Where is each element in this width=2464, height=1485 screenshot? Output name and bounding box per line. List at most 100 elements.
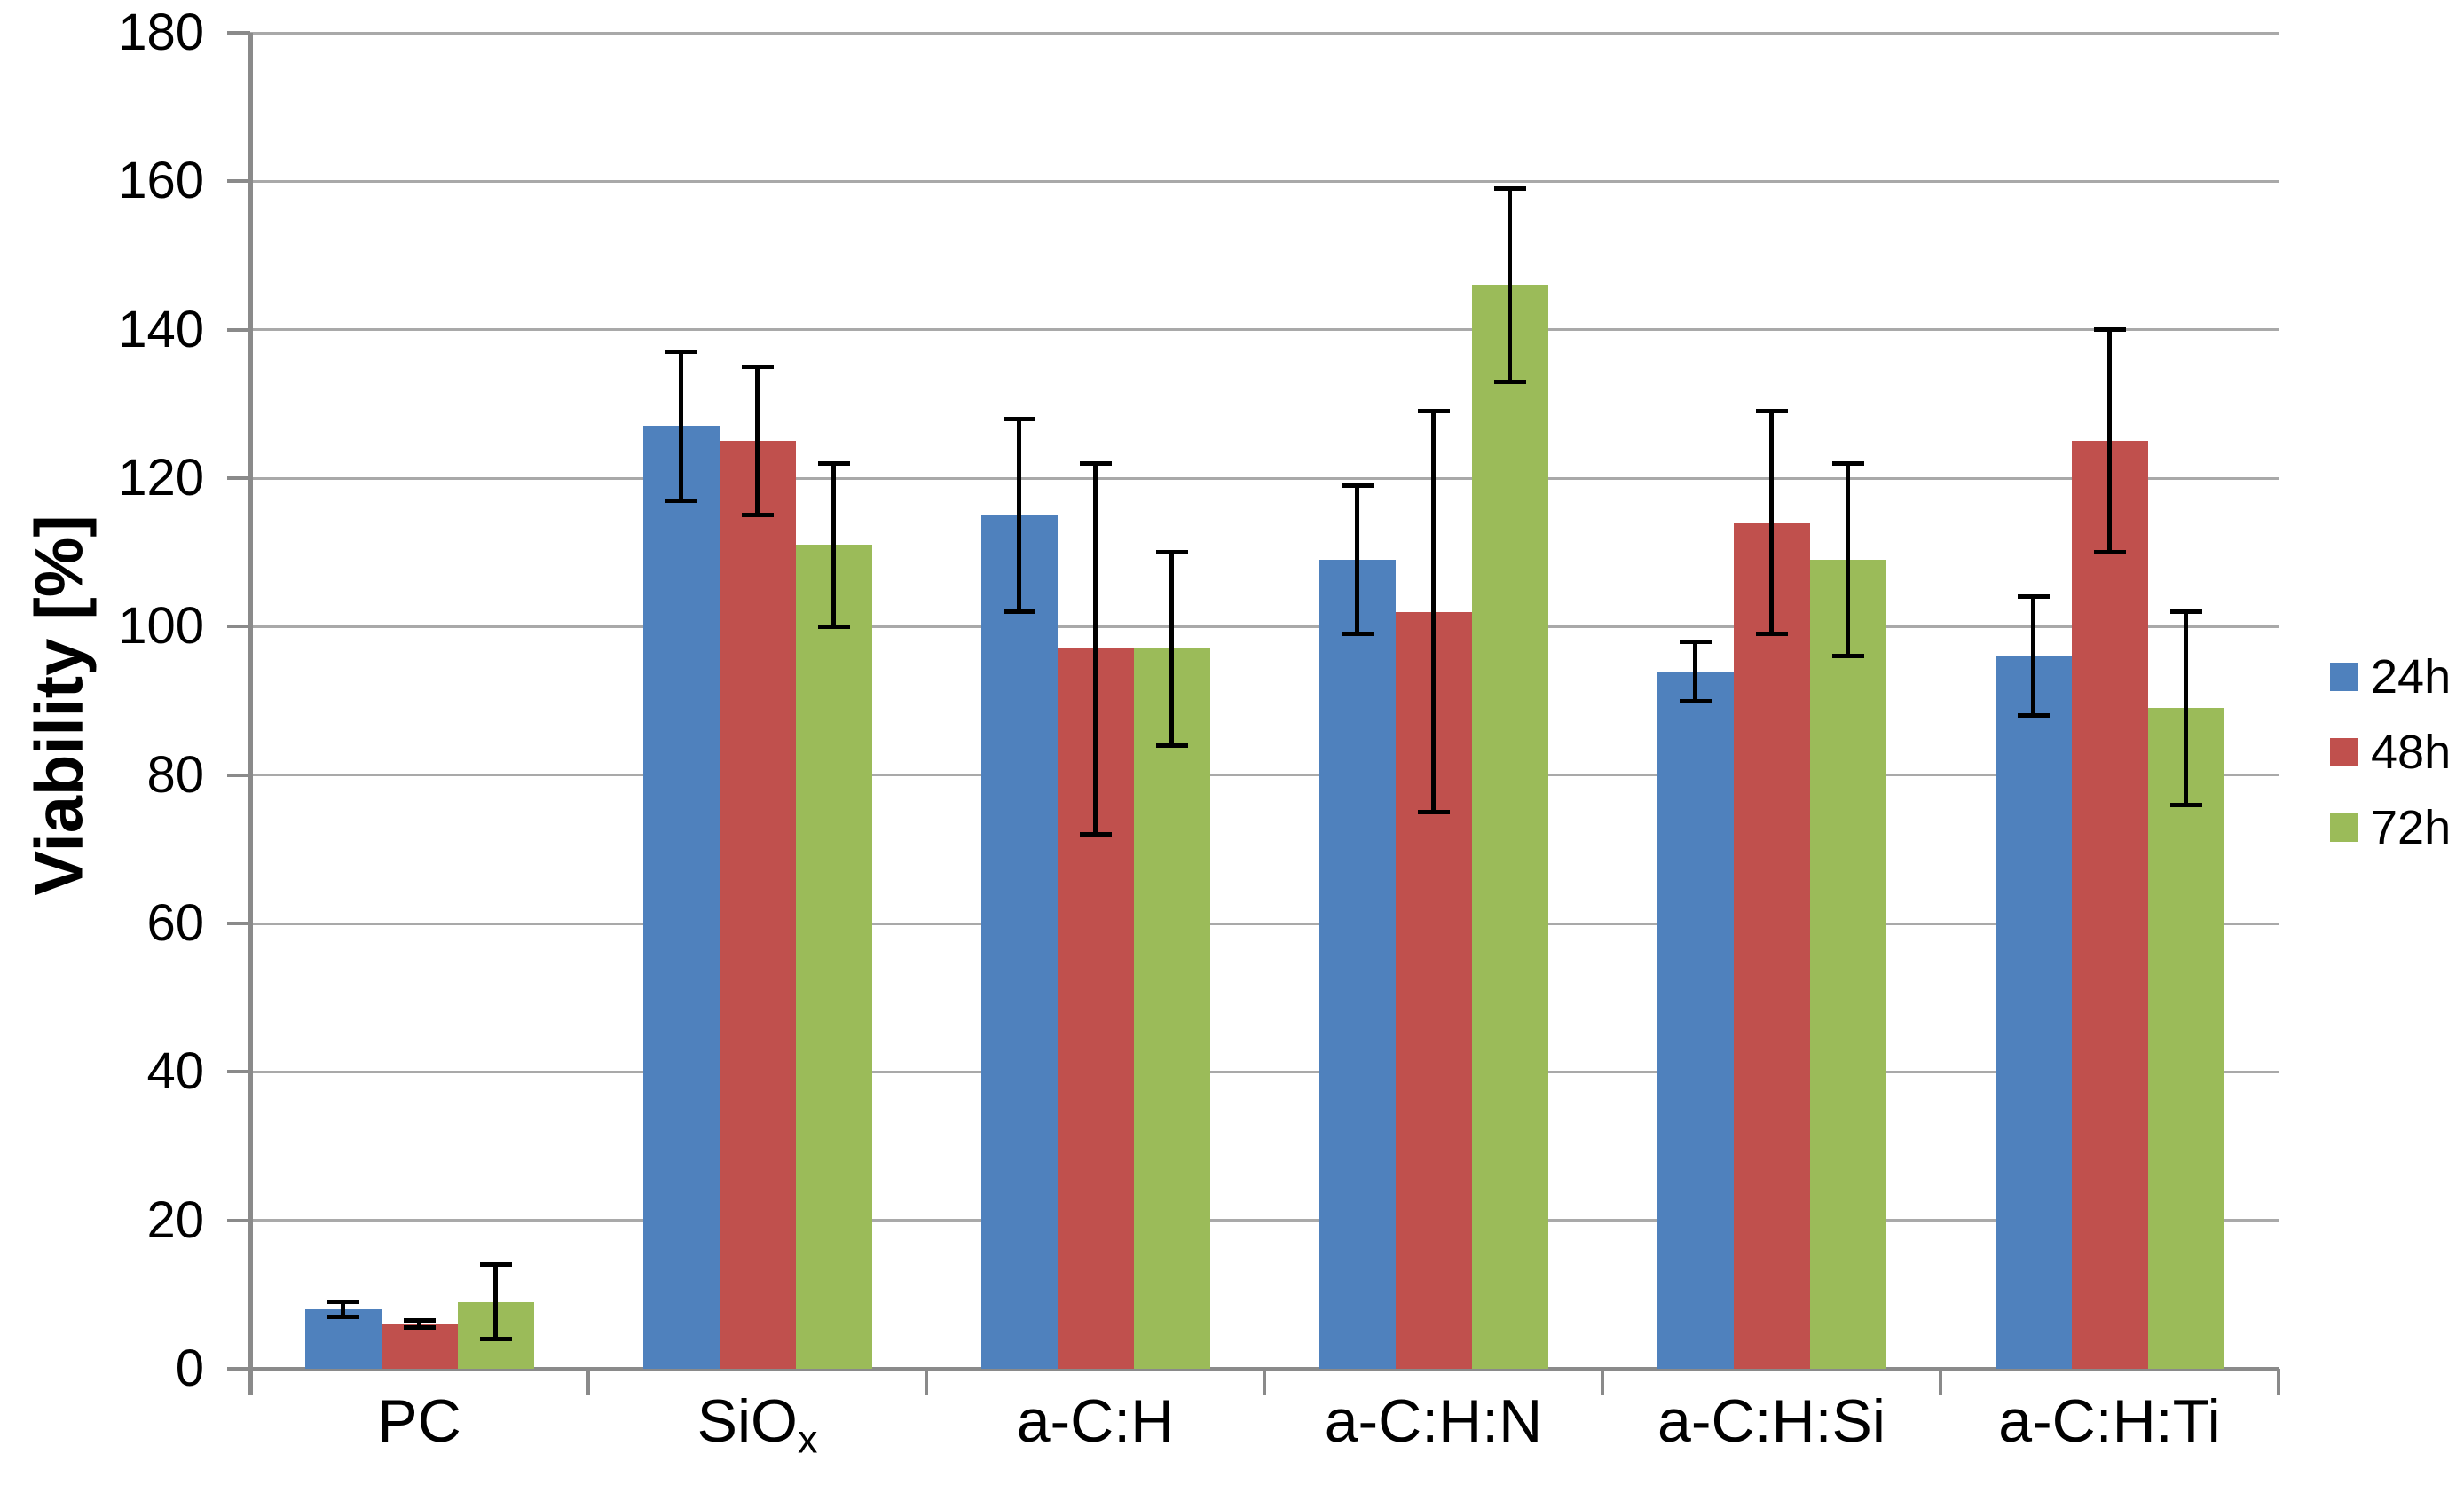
error-bar-cap (1493, 186, 1526, 192)
error-bar-cap (1831, 460, 1864, 466)
bar-72h-a-C:H (1133, 648, 1210, 1369)
x-axis-label-a-C:H:N: a-C:H:N (1324, 1387, 1543, 1455)
legend-label-48h: 48h (2371, 726, 2452, 779)
x-axis-tick (1939, 1369, 1942, 1395)
error-bar-cap (403, 1318, 436, 1324)
error-bar-cap (741, 513, 774, 518)
error-bar-cap (1341, 632, 1374, 637)
x-axis-tick (1263, 1369, 1266, 1395)
bar-48h-SiOx (719, 441, 796, 1369)
error-bar-72h-a-C:H (1169, 552, 1174, 746)
error-bar-48h-SiOx (755, 366, 760, 515)
x-axis-label-a-C:H: a-C:H (1016, 1387, 1175, 1455)
error-bar-24h-SiOx (679, 351, 683, 501)
y-axis-tick-label: 140 (118, 300, 204, 358)
legend-swatch-72h (2330, 813, 2358, 842)
y-axis-tick-label: 60 (146, 894, 204, 952)
x-axis-label-a-C:H:Si: a-C:H:Si (1657, 1387, 1885, 1455)
legend-swatch-48h (2330, 738, 2358, 766)
error-bar-72h-a-C:H:Si (1846, 463, 1850, 656)
error-bar-cap (479, 1262, 512, 1268)
error-bar-cap (479, 1337, 512, 1342)
bar-24h-SiOx (642, 426, 720, 1369)
error-bar-48h-a-C:H:Ti (2107, 329, 2112, 553)
error-bar-cap (817, 624, 850, 629)
x-axis-tick (586, 1369, 590, 1395)
error-bar-cap (403, 1325, 436, 1331)
error-bar-72h-a-C:H:N (1508, 188, 1512, 382)
error-bar-24h-PC (341, 1301, 345, 1317)
bar-72h-SiOx (795, 545, 872, 1369)
error-bar-cap (1493, 379, 1526, 384)
error-bar-cap (665, 498, 697, 503)
x-axis-label-SiOx: SiOx (697, 1387, 818, 1462)
error-bar-cap (1155, 742, 1188, 748)
x-axis-line (227, 1366, 2279, 1371)
gridline (250, 179, 2279, 183)
bar-24h-a-C:H:N (1319, 560, 1396, 1369)
legend-label-72h: 72h (2371, 801, 2452, 854)
error-bar-cap (1831, 654, 1864, 659)
gridline (250, 476, 2279, 480)
error-bar-48h-a-C:H (1093, 463, 1098, 835)
error-bar-cap (1679, 698, 1712, 703)
error-bar-cap (1755, 409, 1788, 414)
error-bar-cap (1417, 810, 1450, 814)
y-axis-tick-label: 20 (146, 1190, 204, 1249)
error-bar-cap (1155, 550, 1188, 555)
bar-72h-a-C:H:Ti (2147, 708, 2224, 1369)
y-axis-tick (227, 1070, 250, 1074)
bar-72h-a-C:H:Si (1809, 560, 1886, 1369)
error-bar-cap (1755, 632, 1788, 637)
error-bar-48h-PC (417, 1320, 421, 1328)
bar-48h-a-C:H:Si (1733, 522, 1810, 1369)
error-bar-cap (2017, 594, 2050, 600)
y-axis-line (248, 33, 253, 1395)
error-bar-cap (1003, 416, 1035, 421)
x-axis-tick (925, 1369, 928, 1395)
x-axis-tick (2277, 1369, 2280, 1395)
error-bar-48h-a-C:H:Si (1769, 411, 1774, 634)
legend-swatch-24h (2330, 663, 2358, 691)
error-bar-cap (1003, 609, 1035, 615)
gridline (250, 328, 2279, 332)
error-bar-cap (1079, 832, 1112, 837)
gridline (250, 1219, 2279, 1222)
error-bar-cap (2169, 802, 2202, 807)
y-axis-tick-label: 180 (118, 4, 204, 61)
y-axis-tick (227, 179, 250, 184)
error-bar-cap (665, 350, 697, 355)
y-axis-tick (227, 31, 250, 35)
error-bar-24h-a-C:H:Ti (2031, 596, 2035, 716)
error-bar-cap (2017, 713, 2050, 719)
bar-72h-a-C:H:N (1471, 285, 1548, 1369)
bar-24h-a-C:H (980, 515, 1058, 1369)
y-axis-tick-label: 120 (118, 449, 204, 507)
y-axis-tick-label: 160 (118, 152, 204, 210)
x-axis-label-a-C:H:Ti: a-C:H:Ti (1998, 1387, 2221, 1455)
y-axis-tick-label: 0 (175, 1340, 204, 1397)
error-bar-cap (1679, 639, 1712, 644)
gridline (250, 625, 2279, 628)
error-bar-72h-SiOx (831, 463, 836, 627)
error-bar-48h-a-C:H:N (1431, 411, 1436, 813)
bar-24h-PC (304, 1309, 382, 1369)
error-bar-24h-a-C:H:N (1355, 485, 1359, 634)
gridline (250, 922, 2279, 925)
y-axis-tick-label: 40 (146, 1042, 204, 1101)
error-bar-24h-a-C:H (1017, 419, 1021, 612)
subscript: x (797, 1416, 818, 1462)
error-bar-72h-PC (493, 1264, 498, 1340)
error-bar-cap (327, 1314, 359, 1319)
error-bar-cap (2093, 550, 2126, 555)
error-bar-72h-a-C:H:Ti (2184, 611, 2188, 805)
error-bar-cap (1079, 460, 1112, 466)
error-bar-cap (1341, 483, 1374, 488)
y-axis-tick-label: 80 (146, 745, 204, 804)
error-bar-cap (2169, 609, 2202, 615)
bar-24h-a-C:H:Si (1657, 671, 1734, 1369)
legend-label-24h: 24h (2371, 650, 2452, 703)
error-bar-cap (741, 365, 774, 369)
x-axis-tick (1601, 1369, 1604, 1395)
